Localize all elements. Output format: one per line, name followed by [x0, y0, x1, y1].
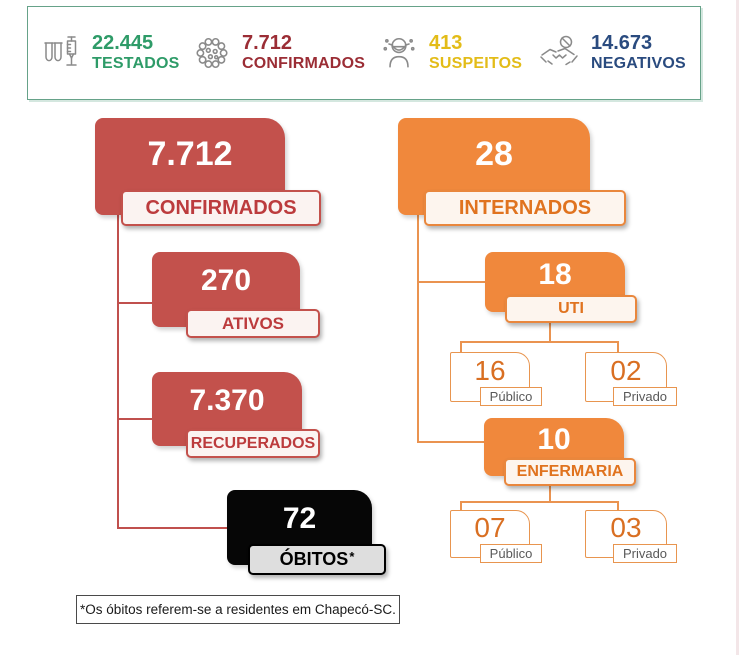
- enfermaria-privado-number: 03: [610, 512, 642, 543]
- connector-enf-left-drop: [460, 501, 462, 510]
- summary-bar: 22.445 TESTADOS 7.712 CONFIRMADOS: [27, 6, 701, 100]
- connector-to-obitos: [117, 527, 228, 529]
- stat-suspects: 413 SUSPEITOS: [380, 7, 522, 99]
- page-edge: [736, 0, 739, 655]
- uti-number: 18: [538, 258, 572, 291]
- obitos-number: 72: [282, 501, 317, 535]
- enfermaria-privado-label: Privado: [613, 544, 677, 563]
- suspects-value: 413: [429, 32, 463, 55]
- connector-uti-left-drop: [460, 341, 462, 353]
- enfermaria-number: 10: [537, 423, 571, 456]
- tested-label: TESTADOS: [92, 55, 180, 73]
- confirmados-label: CONFIRMADOS: [121, 190, 321, 226]
- suspects-label: SUSPEITOS: [429, 55, 523, 73]
- test-tubes-syringe-icon: [41, 34, 81, 72]
- internados-number: 28: [475, 135, 513, 173]
- deaths-footnote: *Os óbitos referem-se a residentes em Ch…: [76, 595, 400, 624]
- stat-negatives: 14.673 NEGATIVOS: [538, 7, 686, 99]
- no-handshake-icon: [538, 34, 580, 72]
- enfermaria-publico-label: Público: [480, 544, 542, 563]
- enfermaria-publico-number: 07: [474, 512, 506, 543]
- connector-uti-stub: [549, 319, 551, 341]
- stat-confirmed: 7.712 CONFIRMADOS: [193, 7, 365, 99]
- ativos-number: 270: [200, 263, 252, 297]
- obitos-asterisk: *: [349, 549, 355, 564]
- internados-label: INTERNADOS: [424, 190, 626, 226]
- connector-to-enfermaria: [417, 441, 484, 443]
- virus-icon: [193, 34, 231, 72]
- recuperados-label: RECUPERADOS: [186, 429, 320, 458]
- connector-internados-trunk: [417, 214, 419, 442]
- negatives-value: 14.673: [591, 32, 653, 55]
- tested-value: 22.445: [92, 32, 154, 55]
- masked-person-icon: [380, 34, 418, 72]
- obitos-label: ÓBITOS *: [248, 544, 386, 575]
- stat-tested: 22.445 TESTADOS: [41, 7, 180, 99]
- ativos-label: ATIVOS: [186, 309, 320, 338]
- connector-enfermaria-stub: [549, 481, 551, 502]
- uti-publico-label: Público: [480, 387, 542, 406]
- connector-uti-split: [460, 341, 618, 343]
- connector-uti-right-drop: [617, 341, 619, 353]
- enfermaria-label: ENFERMARIA: [504, 458, 636, 486]
- connector-to-ativos: [117, 302, 152, 304]
- connector-enf-right-drop: [617, 501, 619, 510]
- recuperados-number: 7.370: [189, 384, 265, 417]
- connector-to-uti: [417, 281, 485, 283]
- confirmed-value: 7.712: [242, 32, 293, 55]
- uti-label: UTI: [505, 295, 637, 323]
- uti-privado-label: Privado: [613, 387, 677, 406]
- connector-to-recuperados: [117, 418, 152, 420]
- uti-publico-number: 16: [474, 355, 506, 386]
- uti-privado-number: 02: [610, 355, 642, 386]
- connector-confirmed-trunk: [117, 214, 119, 528]
- negatives-label: NEGATIVOS: [591, 55, 686, 73]
- connector-enfermaria-split: [460, 501, 618, 503]
- confirmados-number: 7.712: [147, 135, 233, 173]
- confirmed-label: CONFIRMADOS: [242, 55, 366, 73]
